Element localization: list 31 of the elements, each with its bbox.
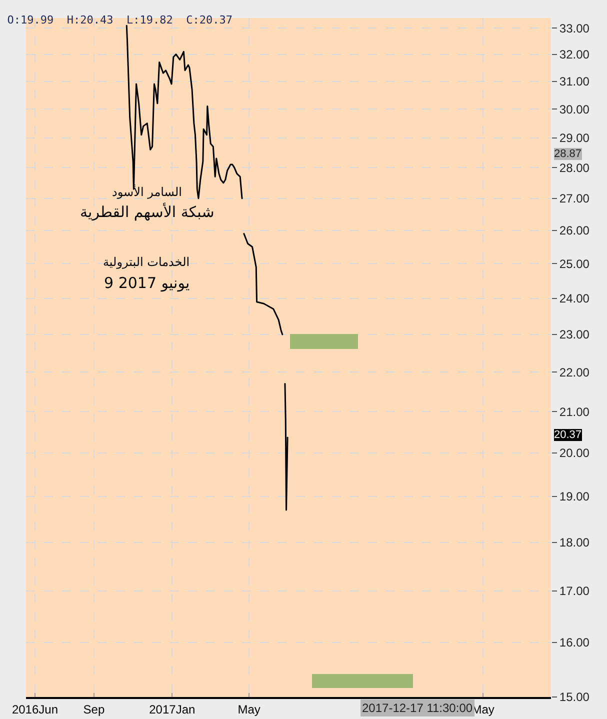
text: 2017-12-17 11:30:00	[362, 701, 473, 715]
y-tick-label: 17.00	[559, 584, 590, 598]
x-tick-label: May	[238, 702, 260, 716]
y-tick-label: 20.00	[559, 446, 590, 460]
annotation: السامر الأسود	[112, 184, 182, 199]
text: 28.87	[554, 148, 582, 160]
y-tick-label: 32.00	[559, 48, 590, 62]
y-tick-label: 23.00	[559, 328, 590, 342]
y-tick-label: 26.00	[559, 224, 590, 238]
chart-title: O:19.99 H:20.43 L:19.82 C:20.37	[7, 14, 232, 27]
y-tick-label: 31.00	[559, 74, 590, 88]
y-tick-label: 28.00	[559, 160, 590, 175]
x-tick-label: 2016Jun	[12, 702, 58, 716]
y-tick-label: 30.00	[559, 102, 590, 116]
y-tick-label: 24.00	[559, 292, 590, 306]
y-tick-label: 29.00	[559, 131, 590, 146]
y-tick-label: 25.00	[559, 256, 590, 271]
annotation: شبكة الأسهم القطرية	[80, 202, 214, 221]
y-tick-label: 22.00	[559, 365, 590, 380]
y-tick-label: 15.00	[559, 690, 590, 704]
text: 20.37	[554, 429, 582, 441]
annotation: 9 يونيو 2017	[104, 274, 190, 292]
y-tick-label: 27.00	[559, 192, 590, 206]
x-tick-label: Sep	[83, 702, 105, 716]
x-tick-label: 2017Jan	[149, 702, 196, 716]
annotation: الخدمات البترولية	[103, 255, 190, 269]
y-tick-label: 33.00	[559, 21, 590, 36]
y-tick-label: 21.00	[559, 404, 590, 419]
y-tick-label: 16.00	[559, 635, 590, 650]
y-tick-label: 19.00	[559, 490, 590, 504]
y-tick-label: 18.00	[559, 536, 590, 550]
